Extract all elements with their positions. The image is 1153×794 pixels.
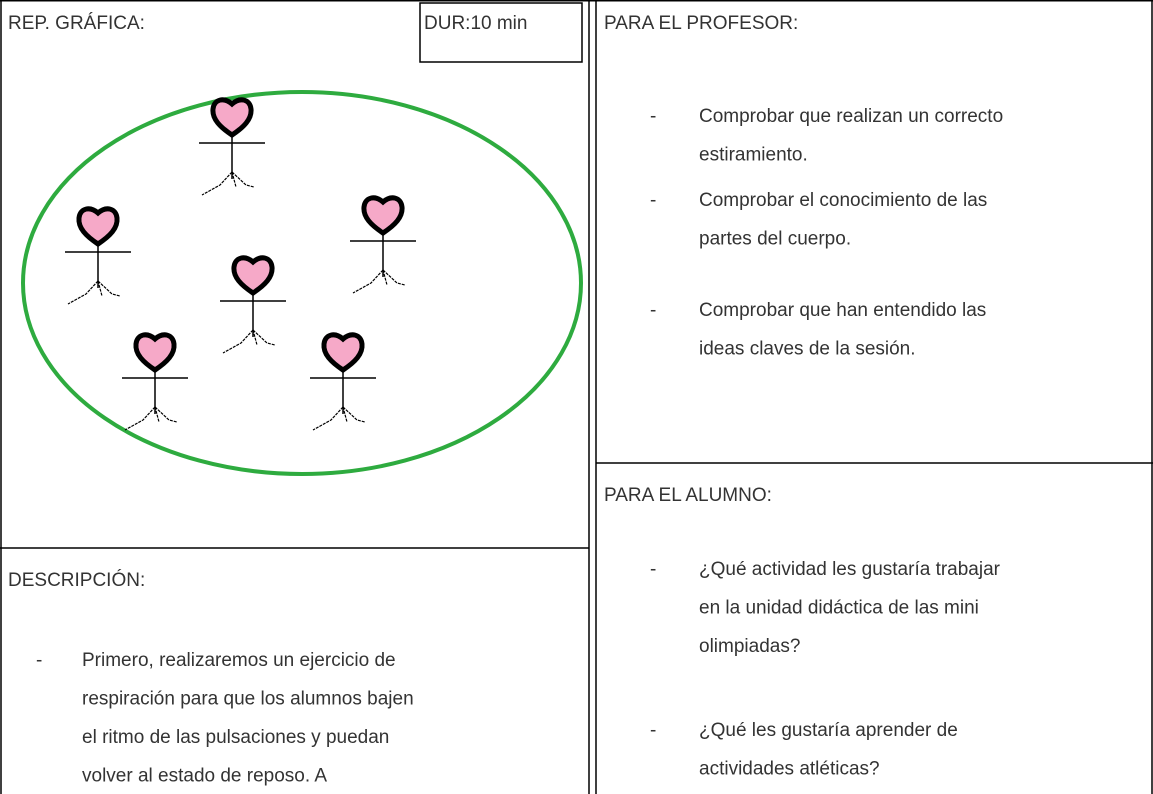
stick-figure — [220, 258, 286, 353]
bullet: - — [650, 106, 656, 127]
duration-box — [419, 2, 583, 63]
item-line: Primero, realizaremos un ejercicio de — [82, 650, 396, 671]
stick-figure — [199, 100, 265, 195]
item-line: estiramiento. — [699, 145, 808, 166]
item-line: el ritmo de las pulsaciones y puedan — [82, 727, 389, 748]
item-line: en la unidad didáctica de las mini — [699, 598, 979, 619]
item-line: olimpiadas? — [699, 636, 800, 657]
stick-figure — [310, 335, 376, 430]
bullet: - — [36, 650, 42, 671]
item-line: volver al estado de reposo. A — [82, 766, 327, 787]
stick-figure — [350, 198, 416, 293]
item-line: partes del cuerpo. — [699, 229, 851, 250]
bullet: - — [650, 300, 656, 321]
item-line: Comprobar que han entendido las — [699, 300, 986, 321]
item-line: Comprobar que realizan un correcto — [699, 106, 1003, 127]
bullet: - — [650, 190, 656, 211]
bullet: - — [650, 559, 656, 580]
item-line: ideas claves de la sesión. — [699, 339, 916, 360]
item-line: respiración para que los alumnos bajen — [82, 689, 414, 710]
description-label: DESCRIPCIÓN: — [8, 569, 145, 591]
bullet: - — [650, 720, 656, 741]
student-label: PARA EL ALUMNO: — [604, 485, 772, 506]
stick-figure — [65, 209, 131, 304]
graphic-label: REP. GRÁFICA: — [8, 13, 145, 34]
stick-figure — [122, 335, 188, 430]
field-circle — [21, 90, 583, 476]
duration: DUR:10 min — [424, 13, 527, 34]
teacher-label: PARA EL PROFESOR: — [604, 13, 798, 34]
item-line: actividades atléticas? — [699, 759, 880, 780]
item-line: ¿Qué les gustaría aprender de — [699, 720, 958, 741]
item-line: Comprobar el conocimiento de las — [699, 190, 987, 211]
item-line: ¿Qué actividad les gustaría trabajar — [699, 559, 1001, 580]
